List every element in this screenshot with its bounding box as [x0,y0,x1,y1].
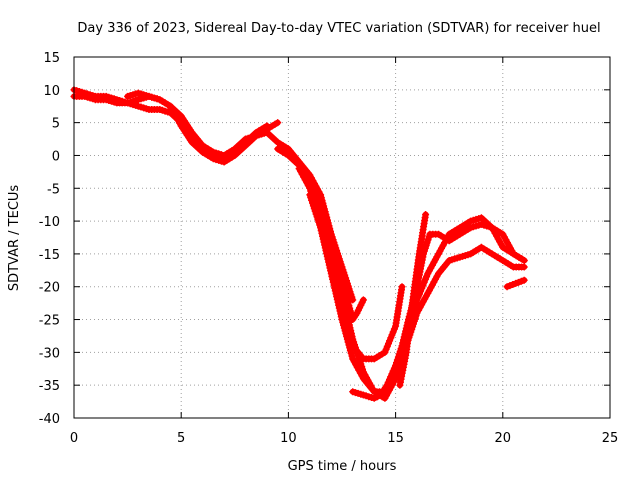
series-3 [124,89,357,304]
y-tick-label: 15 [43,51,60,66]
series-10 [503,276,528,291]
series-line [71,93,281,166]
series-markers [70,92,282,166]
y-tick-label: -20 [39,281,60,296]
y-tick-label: -15 [39,248,60,263]
series-markers [124,89,357,304]
y-tick-label: -35 [39,379,60,394]
x-axis-label: GPS time / hours [288,459,397,474]
x-tick-label: 25 [602,431,619,446]
y-tick-label: -40 [39,412,60,427]
y-tick-label: 5 [52,117,60,132]
x-tick-label: 15 [387,431,404,446]
x-tick-label: 5 [177,431,185,446]
x-tick-label: 10 [280,431,297,446]
y-tick-label: -5 [47,182,60,197]
x-tick-label: 0 [70,431,78,446]
y-tick-label: 0 [52,149,60,164]
x-tick-label: 20 [495,431,512,446]
y-tick-label: 10 [43,84,60,99]
series-9 [396,211,430,389]
y-axis-label: SDTVAR / TECUs [7,185,22,292]
y-tick-label: -30 [39,346,60,361]
plot-frame [73,56,611,419]
y-tick-label: -25 [39,314,60,329]
plot-series [70,86,528,402]
axis-ticks: 0 5 10 15 20 25 15 10 5 0 -5 -10 -15 -20 -25 -30 -35 -40 [39,51,619,446]
chart-title: Day 336 of 2023, Sidereal Day-to-day VTE… [77,21,600,36]
y-tick-label: -10 [39,215,60,230]
series-2 [70,92,282,166]
